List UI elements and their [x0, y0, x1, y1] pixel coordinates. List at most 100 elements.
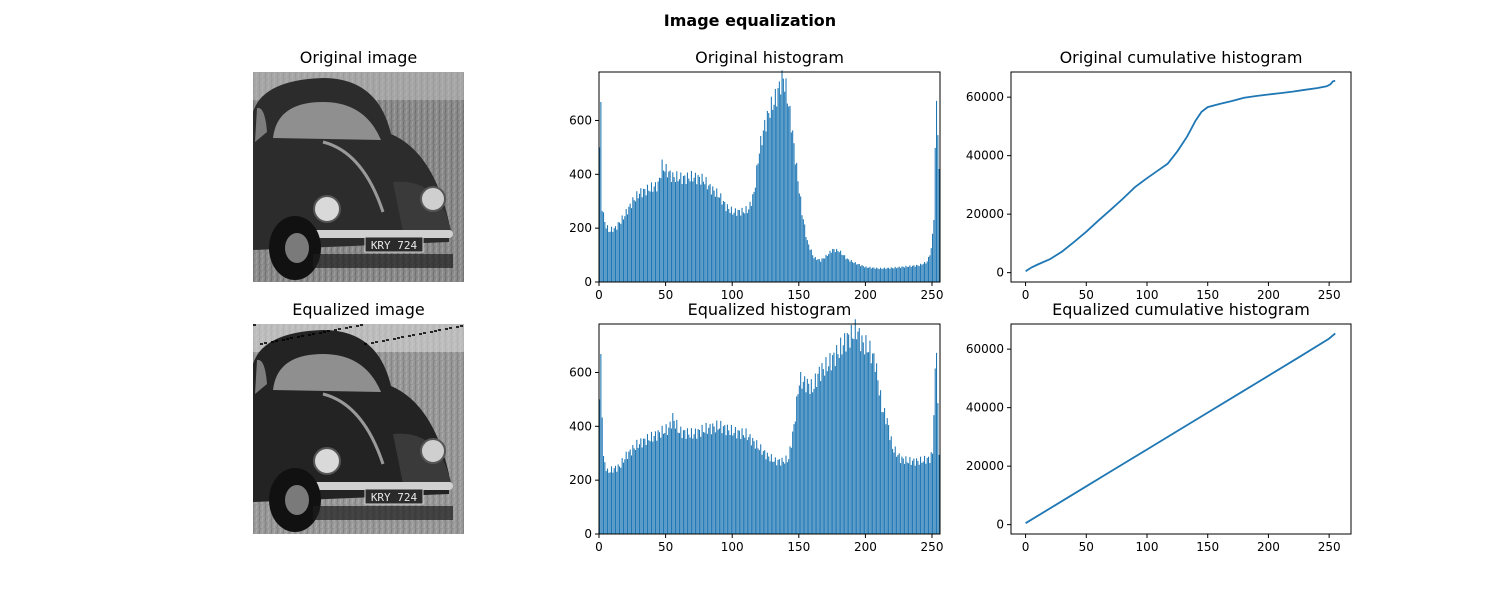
histogram-bar: [878, 395, 880, 534]
histogram-bar: [778, 459, 780, 534]
histogram-bar: [740, 215, 742, 282]
license-plate-text: KRY 724: [371, 239, 418, 252]
histogram-bar: [722, 426, 724, 534]
histogram-bar: [892, 448, 894, 534]
histogram-bar: [806, 378, 808, 534]
equalized-cumulative-histogram-chart: Equalized cumulative histogram 0 50 100 150 2…: [966, 300, 1352, 554]
histogram-bar: [758, 153, 760, 282]
histogram-bar: [865, 266, 867, 282]
histogram-bar: [894, 266, 896, 282]
histogram-bar: [872, 353, 874, 534]
histogram-bar: [733, 212, 735, 282]
histogram-bar: [796, 396, 798, 534]
histogram-bar: [810, 379, 812, 534]
original-image-title: Original image: [300, 48, 418, 67]
side-window: [255, 107, 267, 142]
histogram-bar: [604, 462, 606, 534]
histogram-bar: [600, 353, 602, 534]
histogram-bar: [602, 455, 605, 534]
histogram-bar: [925, 263, 927, 282]
x-tick-label: 0: [595, 288, 603, 302]
histogram-bar: [812, 255, 814, 282]
histogram-bar: [717, 429, 719, 534]
histogram-bar: [652, 191, 654, 282]
histogram-bar: [709, 183, 711, 282]
histogram-bar: [732, 214, 734, 282]
y-tick-label: 20000: [966, 207, 1004, 221]
histogram-bar: [774, 88, 776, 282]
histogram-bar: [718, 197, 720, 282]
histogram-bar: [668, 427, 670, 534]
histogram-bar: [889, 268, 891, 282]
headlight-right: [420, 186, 446, 212]
histogram-bar: [928, 456, 930, 534]
histogram-bar: [741, 207, 743, 282]
histogram-bar: [772, 461, 774, 534]
histogram-bar: [765, 459, 767, 534]
histogram-bar: [678, 433, 680, 534]
histogram-bar: [705, 422, 707, 534]
histogram-bar: [852, 338, 854, 534]
histogram-bar: [832, 248, 834, 282]
histogram-bar: [789, 105, 791, 282]
histogram-bar: [865, 335, 867, 534]
histogram-bar: [613, 468, 615, 534]
histogram-bar: [738, 210, 740, 282]
histogram-bar: [681, 437, 683, 534]
histogram-bar: [830, 370, 832, 534]
y-tick-label: 400: [569, 419, 592, 433]
histogram-bar: [599, 147, 601, 282]
histogram-bar: [850, 259, 852, 282]
license-plate: [364, 488, 424, 505]
histogram-bar: [938, 168, 940, 282]
histogram-bar: [620, 467, 622, 534]
histogram-bar: [737, 209, 739, 282]
y-tick-label: 200: [569, 473, 592, 487]
histogram-bar: [932, 233, 934, 282]
x-tick-label: 150: [787, 540, 810, 554]
histogram-bar: [698, 176, 700, 282]
histogram-bar: [629, 203, 631, 282]
histogram-bar: [934, 147, 936, 282]
histogram-bar: [888, 425, 890, 534]
histogram-bar: [784, 463, 786, 534]
histogram-bar: [933, 220, 935, 282]
histogram-bar: [614, 226, 617, 282]
histogram-bar: [617, 464, 619, 534]
histogram-bar: [636, 191, 638, 282]
histogram-bar: [697, 175, 699, 282]
histogram-bar: [933, 415, 935, 534]
histogram-bar: [845, 351, 847, 534]
histogram-bar: [754, 187, 756, 282]
histogram-bar: [617, 222, 619, 282]
histogram-bar: [786, 462, 788, 534]
histogram-bar: [642, 438, 645, 534]
histogram-bar: [805, 392, 807, 534]
histogram-bar: [842, 255, 844, 282]
hood-chrome-strip: [322, 392, 385, 465]
histogram-bar: [885, 424, 887, 534]
histogram-bar: [605, 228, 607, 282]
license-plate-text: KRY 724: [371, 491, 418, 504]
histogram-bar: [766, 110, 768, 282]
histogram-bar: [669, 421, 671, 534]
y-tick-label: 20000: [966, 459, 1004, 473]
histogram-bar: [622, 219, 625, 282]
histogram-bar: [853, 338, 855, 534]
histogram-bar: [764, 119, 766, 282]
histogram-bar: [893, 452, 895, 534]
histogram-bar: [716, 420, 718, 534]
histogram-bar: [689, 181, 691, 282]
y-tick-label: 0: [996, 266, 1004, 280]
histogram-bar: [853, 263, 855, 282]
histogram-bar: [897, 267, 899, 282]
hood-chrome-strip: [322, 140, 385, 213]
histogram-bar: [873, 353, 875, 534]
equalized-image-title: Equalized image: [292, 300, 424, 319]
histogram-bar: [906, 266, 908, 282]
cumulative-line: [1025, 79, 1336, 272]
histogram-bar: [878, 269, 880, 282]
histogram-bar: [712, 423, 714, 534]
histogram-bar: [849, 261, 851, 282]
histogram-bar: [814, 256, 816, 282]
